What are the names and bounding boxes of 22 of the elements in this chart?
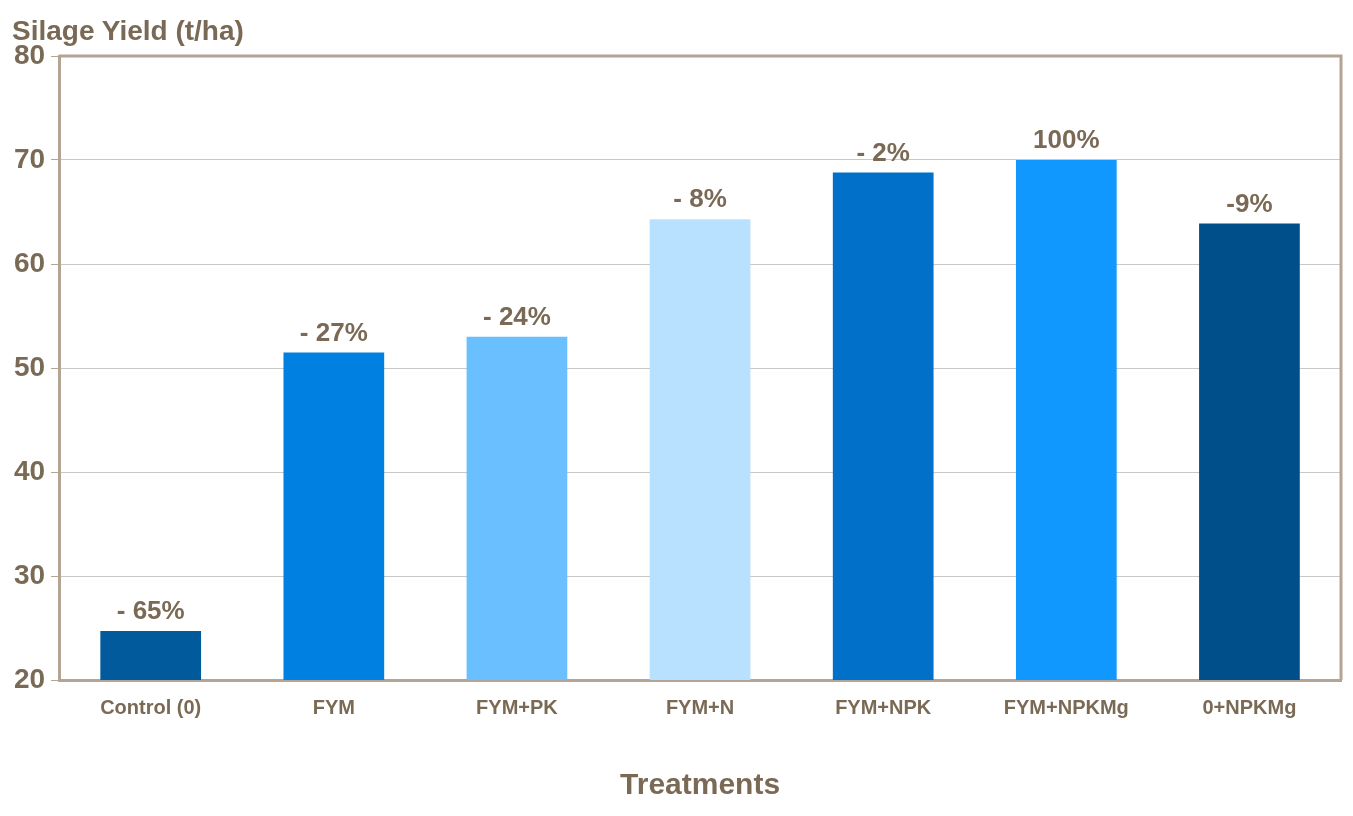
y-tick-label: 50 xyxy=(13,350,46,382)
y-axis-title: Silage Yield (t/ha) xyxy=(12,14,244,46)
x-tick-label: FYM+NPK xyxy=(835,695,932,718)
y-tick-label: 60 xyxy=(13,246,46,278)
x-tick-label: FYM xyxy=(312,695,355,718)
y-tick-label: 40 xyxy=(13,454,46,486)
annotation: - 2% xyxy=(856,136,910,167)
y-tick-label: 20 xyxy=(13,662,46,694)
y-tick-label: 70 xyxy=(13,142,46,174)
annotation: - 65% xyxy=(116,595,185,626)
annotation: 100% xyxy=(1033,124,1100,155)
annotation: -9% xyxy=(1226,187,1273,218)
annotation: - 8% xyxy=(673,183,727,214)
x-axis-title: Treatments xyxy=(620,767,781,801)
x-tick-label: FYM+N xyxy=(665,695,735,718)
annotation: - 24% xyxy=(482,300,551,331)
x-tick-label: FYM+PK xyxy=(476,695,559,718)
annotation: - 27% xyxy=(299,316,368,347)
x-tick-label: Control (0) xyxy=(100,695,202,718)
x-tick-label: FYM+NPKMg xyxy=(1003,695,1129,718)
x-tick-label: 0+NPKMg xyxy=(1202,695,1297,718)
y-tick-label: 30 xyxy=(13,558,46,590)
